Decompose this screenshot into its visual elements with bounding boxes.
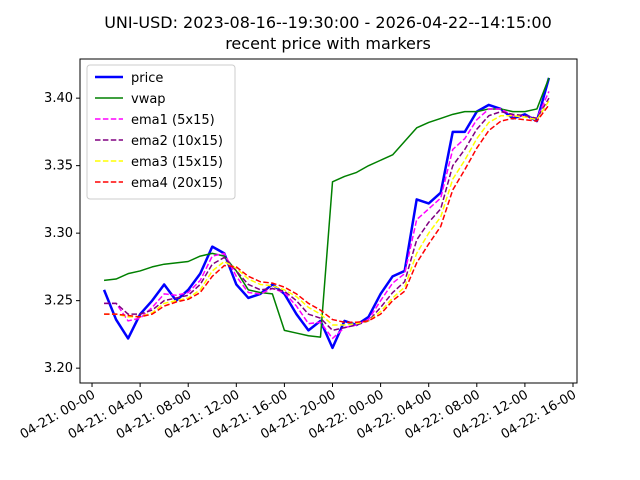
plot-frame [79,58,578,384]
y-tick-label: 3.30 [44,226,73,241]
legend-label: ema1 (5x15) [131,113,215,128]
series-line [104,91,550,340]
legend-label: ema3 (15x15) [131,155,223,170]
chart-title: UNI-USD: 2023-08-16--19:30:00 - 2026-04-… [104,13,552,32]
y-tick-label: 3.20 [44,361,73,376]
y-tick-label: 3.35 [44,159,73,174]
series-line [104,97,550,332]
legend: price vwap ema1 (5x15) ema2 (10x15) ema3 (15… [86,64,236,200]
legend-label: ema2 (10x15) [131,134,223,149]
legend-label: price [131,71,163,86]
y-tick-label: 3.40 [44,91,73,106]
series-line [104,104,550,323]
legend-label: ema4 (20x15) [131,176,223,191]
legend-label: vwap [131,92,166,107]
series-line [103,77,550,338]
series-line [102,77,551,350]
series-line [104,100,550,326]
chart-subtitle: recent price with markers [225,34,431,53]
y-tick-label: 3.25 [44,294,73,309]
legend-box [86,64,236,200]
